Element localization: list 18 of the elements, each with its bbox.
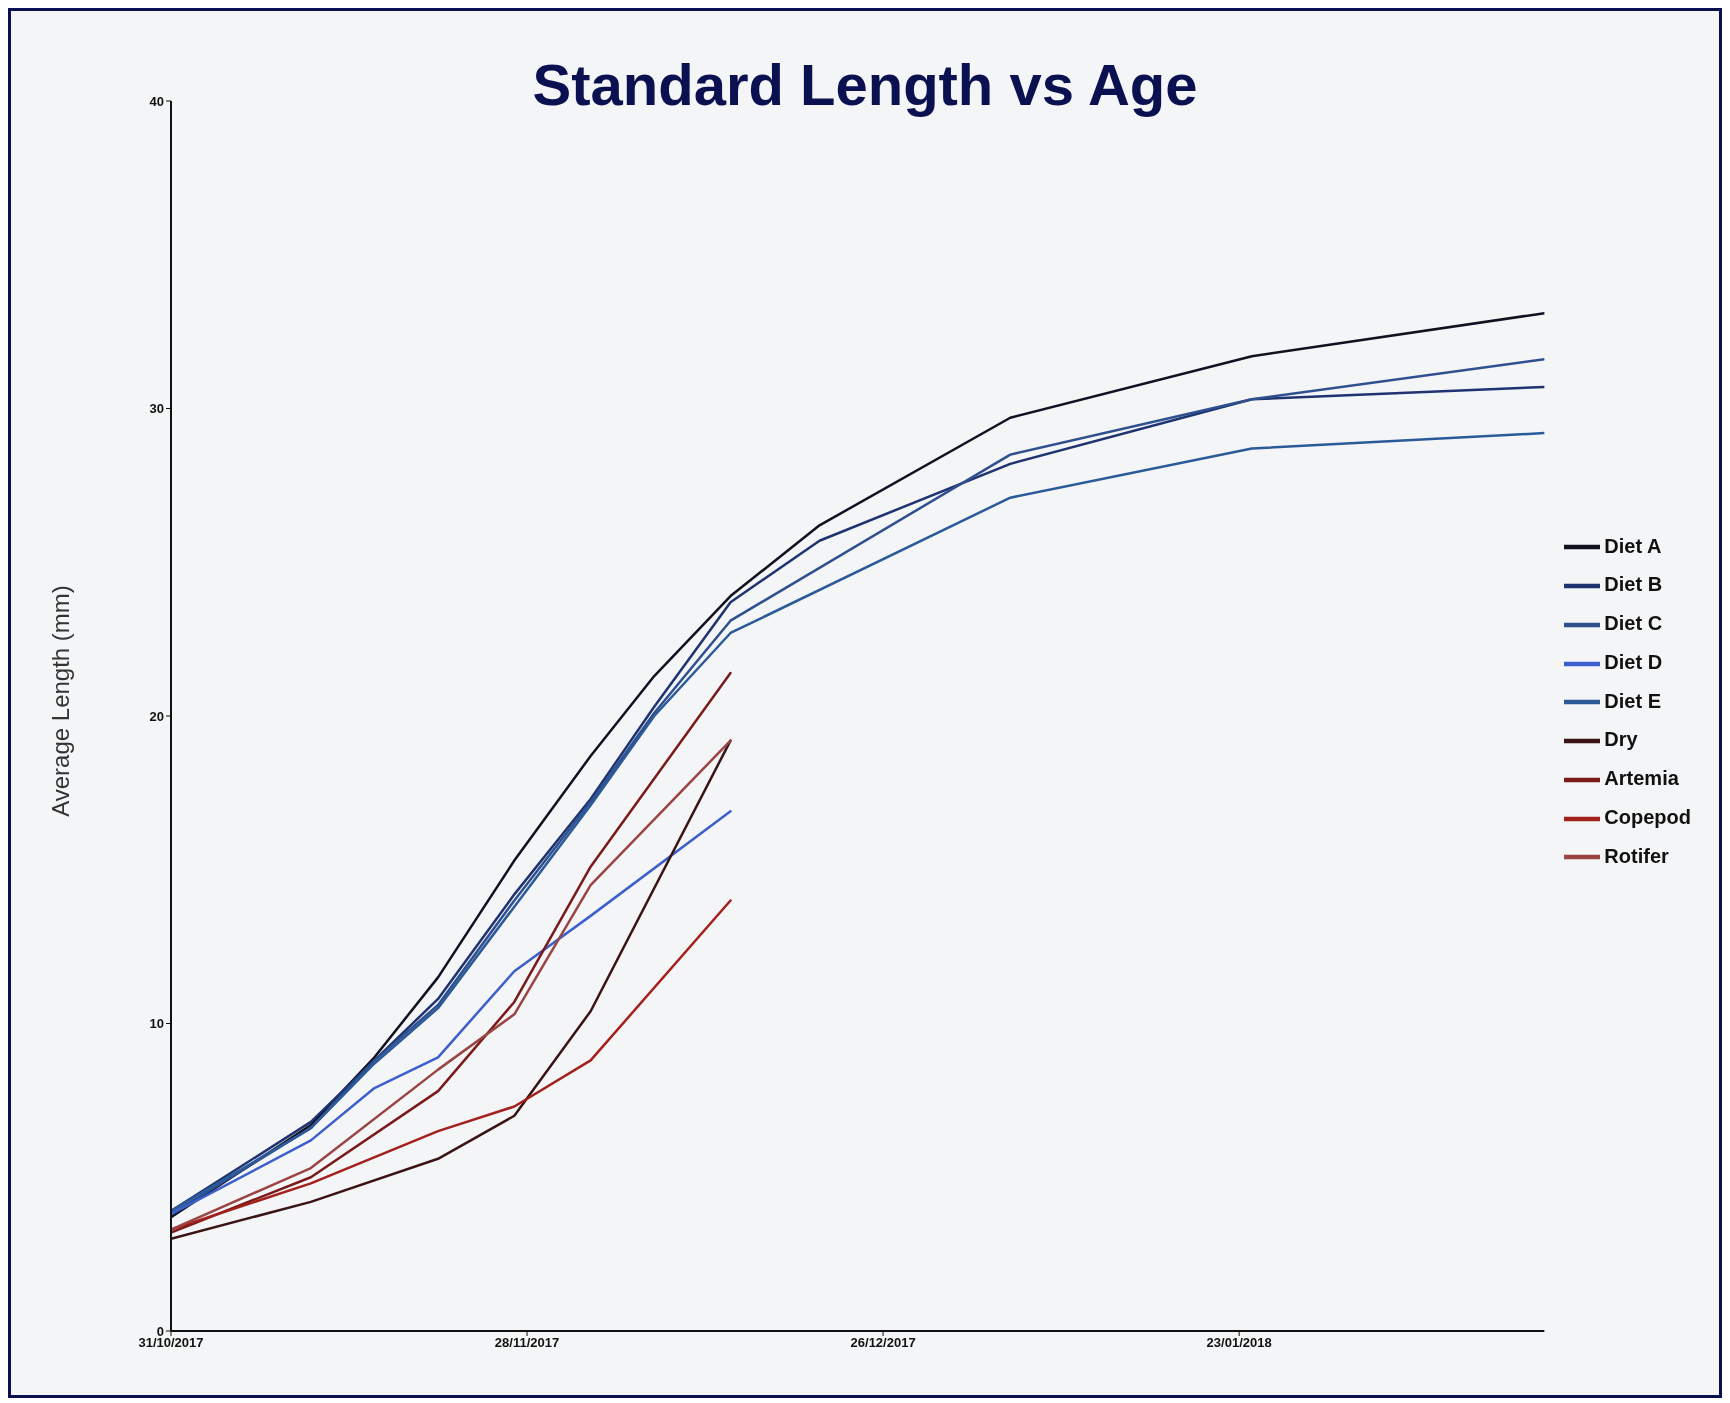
y-tick-label: 30 (149, 401, 164, 417)
legend-label: Diet D (1604, 650, 1663, 673)
y-tick-label: 20 (149, 708, 164, 724)
chart-title: Standard Length vs Age (532, 52, 1198, 117)
legend-label: Rotifer (1604, 844, 1669, 867)
legend-label: Diet E (1604, 689, 1662, 712)
legend-label: Diet A (1604, 534, 1662, 557)
legend-label: Copepod (1604, 805, 1691, 828)
x-tick-label: 23/01/2018 (1206, 1335, 1272, 1351)
legend-label: Artemia (1604, 767, 1679, 790)
x-tick-label: 28/11/2017 (494, 1335, 560, 1351)
legend-label: Diet C (1604, 612, 1663, 635)
legend-label: Dry (1604, 728, 1638, 751)
legend-label: Diet B (1604, 573, 1663, 596)
y-tick-label: 40 (149, 93, 164, 109)
y-tick-label: 10 (149, 1016, 164, 1032)
x-tick-label: 26/12/2017 (850, 1335, 916, 1351)
y-axis-title: Average Length (mm) (47, 585, 75, 817)
